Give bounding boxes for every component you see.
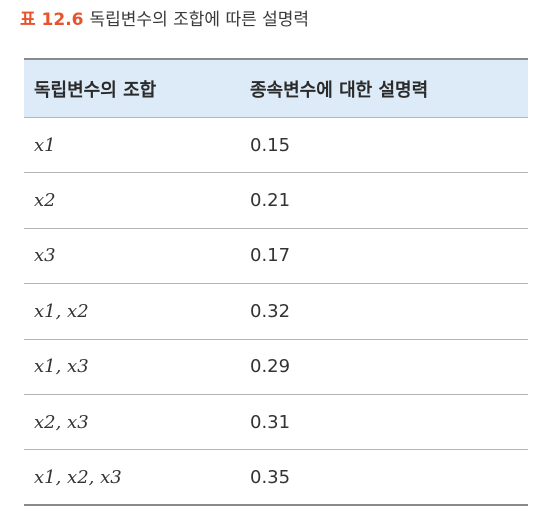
explanatory-power-table: 독립변수의 조합 종속변수에 대한 설명력 x1 0.15 x2 0.21 x3… xyxy=(24,58,528,506)
table-number: 표 12.6 xyxy=(20,10,84,30)
combination-cell: x2 xyxy=(34,190,56,212)
combination-cell: x1, x2, x3 xyxy=(34,466,122,488)
value-cell: 0.35 xyxy=(250,466,291,488)
combination-cell: x1 xyxy=(34,134,56,156)
table-row: x1 0.15 xyxy=(24,118,528,174)
table-row: x2 0.21 xyxy=(24,173,528,229)
table-header-row: 독립변수의 조합 종속변수에 대한 설명력 xyxy=(24,58,528,118)
table-row: x1, x3 0.29 xyxy=(24,340,528,395)
table-title: 독립변수의 조합에 따른 설명력 xyxy=(89,10,310,30)
table-row: x2, x3 0.31 xyxy=(24,395,528,451)
value-cell: 0.31 xyxy=(250,411,291,433)
combination-cell: x1, x3 xyxy=(34,356,89,378)
header-explanatory-power: 종속변수에 대한 설명력 xyxy=(250,79,429,101)
table-caption: 표 12.6 독립변수의 조합에 따른 설명력 xyxy=(20,8,309,32)
combination-cell: x1, x2 xyxy=(34,300,89,322)
value-cell: 0.29 xyxy=(250,356,291,378)
combination-cell: x3 xyxy=(34,245,56,267)
combination-cell: x2, x3 xyxy=(34,411,89,433)
table-row: x1, x2, x3 0.35 xyxy=(24,450,528,506)
value-cell: 0.17 xyxy=(250,245,291,267)
value-cell: 0.32 xyxy=(250,300,291,322)
value-cell: 0.15 xyxy=(250,134,291,156)
value-cell: 0.21 xyxy=(250,190,291,212)
header-combination: 독립변수의 조합 xyxy=(34,79,157,101)
table-row: x3 0.17 xyxy=(24,229,528,285)
table-row: x1, x2 0.32 xyxy=(24,284,528,340)
